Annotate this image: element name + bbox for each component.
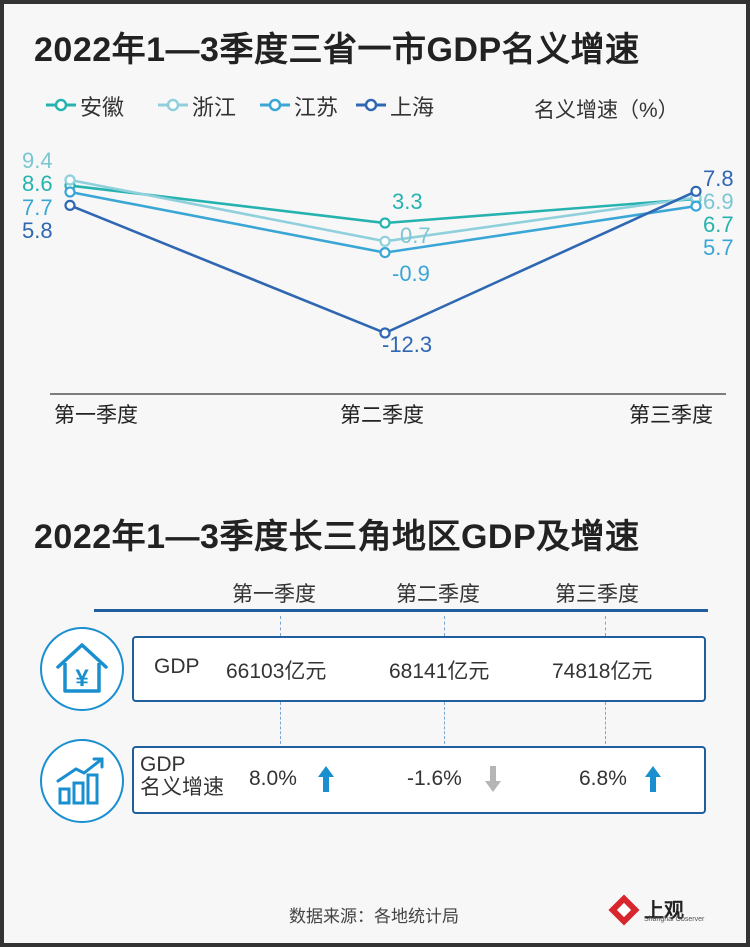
growth-row: [132, 746, 706, 814]
data-point: [379, 327, 391, 339]
data-label: 6.7: [703, 212, 734, 237]
data-source: 数据来源：各地统计局: [289, 907, 459, 926]
legend-label: 浙江: [192, 95, 237, 120]
gdp-row-label: GDP: [154, 655, 200, 678]
data-label: 8.6: [22, 171, 53, 196]
growth-row-label-line2: 名义增速: [140, 776, 224, 799]
up-arrow-icon: [318, 766, 334, 792]
legend-label: 安徽: [80, 95, 125, 120]
data-label: -12.3: [382, 332, 432, 357]
data-point: [690, 185, 702, 197]
data-label: 5.8: [22, 218, 53, 243]
logo-text: 上观: [644, 900, 684, 922]
x-tick-label: 第三季度: [629, 404, 713, 427]
gdp-value-q2: 68141亿元: [389, 660, 490, 683]
growth-value-q1: 8.0%: [249, 767, 297, 790]
table-title: 2022年1—3季度长三角地区GDP及增速: [34, 518, 640, 556]
column-divider: [280, 616, 281, 636]
series-line-0: [69, 184, 697, 225]
growth-value-q2: -1.6%: [407, 767, 462, 790]
growth-value-q3: 6.8%: [579, 767, 627, 790]
column-divider: [444, 616, 445, 636]
growth-row-label-line1: GDP: [140, 753, 186, 776]
data-point: [690, 200, 702, 212]
column-header-q1: 第一季度: [232, 583, 316, 606]
legend-label: 上海: [390, 95, 435, 120]
data-point: [379, 246, 391, 259]
shanghai-observer-logo-icon: [608, 894, 640, 926]
data-label: 5.7: [703, 235, 734, 260]
data-label: 0.7: [400, 223, 431, 248]
x-tick-label: 第二季度: [340, 404, 424, 427]
legend-marker-icon: [356, 98, 386, 112]
logo-subtext: Shanghai Observer: [644, 916, 705, 923]
legend-label: 江苏: [294, 95, 339, 120]
gdp-value-q3: 74818亿元: [552, 660, 653, 683]
column-divider: [605, 616, 606, 636]
column-divider: [280, 702, 281, 744]
data-label: 7.7: [22, 195, 53, 220]
data-point: [379, 235, 391, 247]
data-point: [379, 217, 391, 229]
data-point: [64, 186, 76, 198]
line-chart-title: 2022年1—3季度三省一市GDP名义增速: [34, 31, 640, 69]
up-arrow-icon: [645, 766, 661, 792]
legend-marker-icon: [46, 98, 76, 112]
unit-label: 名义增速（%）: [534, 99, 679, 122]
table-top-rule: [94, 609, 708, 612]
legend-marker-icon: [158, 98, 188, 112]
x-tick-label: 第一季度: [54, 404, 138, 427]
column-divider: [444, 702, 445, 744]
data-label: 3.3: [392, 189, 423, 214]
column-header-q2: 第二季度: [396, 583, 480, 606]
svg-text:¥: ¥: [75, 665, 89, 692]
gdp-value-q1: 66103亿元: [226, 660, 327, 683]
column-header-q3: 第三季度: [555, 583, 639, 606]
data-label: -0.9: [392, 261, 430, 286]
house-yen-icon: ¥: [40, 627, 124, 711]
data-label: 7.8: [703, 166, 734, 191]
line-chart: 第一季度 第二季度 第三季度 8.6 3.3 6.7 9.4 0.7 6.9 7.7 -0.9 5.7…: [22, 148, 734, 427]
data-label: 9.4: [22, 148, 53, 173]
shanghai-observer-logo: 上观 Shanghai Observer: [608, 894, 718, 928]
gdp-row: [132, 636, 706, 702]
down-arrow-icon: [485, 766, 501, 792]
series-line-3: [69, 190, 697, 335]
legend-marker-icon: [260, 98, 290, 112]
data-point: [64, 199, 76, 212]
column-divider: [605, 702, 606, 744]
data-label: 6.9: [703, 189, 734, 214]
data-point: [64, 174, 76, 186]
growth-bars-icon: [40, 739, 124, 823]
